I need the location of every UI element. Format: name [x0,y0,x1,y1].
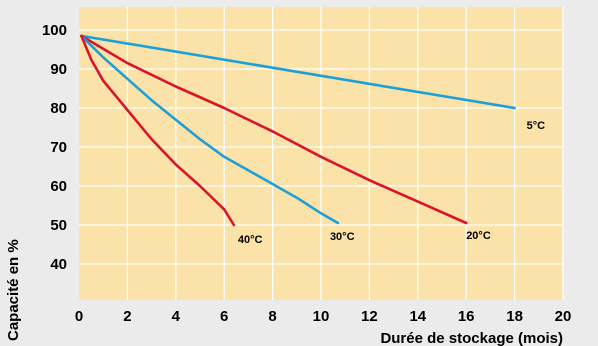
series-line-1 [80,34,468,225]
series-line-0 [80,34,516,110]
x-tick-label: 10 [313,308,330,325]
y-tick-label: 50 [50,217,67,234]
x-tick-label: 14 [409,308,426,325]
x-tick-label: 20 [555,308,572,325]
y-tick-label: 80 [50,100,67,117]
x-tick-label: 16 [458,308,475,325]
y-axis-label: Capacité en % [5,239,22,341]
y-tick-labels: 100 90 80 70 60 50 40 [42,22,67,273]
grid-lines [79,7,564,300]
series-line-2 [80,34,340,225]
y-tick-label: 70 [50,139,67,156]
x-axis-label: Durée de stockage (mois) [380,330,563,346]
series-line-3 [80,34,236,227]
x-tick-label: 4 [172,308,181,325]
x-tick-label: 2 [123,308,131,325]
y-tick-label: 40 [50,256,67,273]
x-tick-label: 8 [268,308,276,325]
y-tick-label: 60 [50,178,67,195]
series-lines: 5°C 20°C 30°C 40°C [80,34,546,246]
series-label-0: 5°C [527,120,546,132]
y-tick-label: 90 [50,61,67,78]
series-label-1: 20°C [466,230,491,242]
x-tick-label: 0 [75,308,83,325]
series-label-3: 40°C [238,234,263,246]
x-tick-label: 6 [220,308,228,325]
x-tick-labels: 0 2 4 6 8 10 12 14 16 18 20 [75,308,572,325]
series-label-2: 30°C [330,231,355,243]
x-tick-label: 18 [506,308,523,325]
x-tick-label: 12 [361,308,378,325]
y-tick-label: 100 [42,22,67,39]
